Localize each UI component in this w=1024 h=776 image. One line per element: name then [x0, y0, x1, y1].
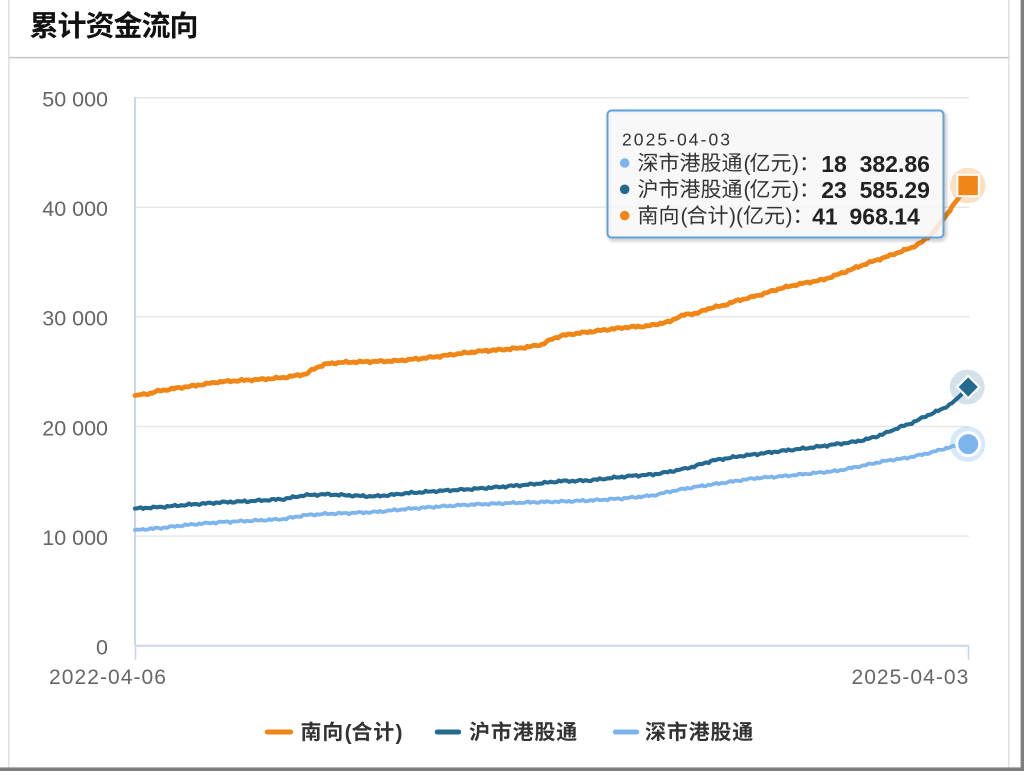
svg-text:23: 23 [821, 177, 847, 203]
svg-text:585.29: 585.29 [860, 177, 930, 203]
svg-text:968.14: 968.14 [850, 203, 921, 229]
svg-text:(: ( [345, 721, 352, 744]
svg-text:2025-04-03: 2025-04-03 [851, 666, 969, 689]
svg-text:2025-04-03: 2025-04-03 [622, 130, 732, 150]
svg-text:10 000: 10 000 [42, 526, 108, 550]
svg-text:382.86: 382.86 [860, 151, 930, 177]
svg-text:): ) [792, 152, 799, 175]
svg-text:41: 41 [812, 203, 838, 229]
svg-text:): ) [792, 179, 799, 202]
svg-text:30 000: 30 000 [42, 307, 108, 331]
svg-text:(: ( [744, 179, 751, 202]
svg-text:): ) [396, 721, 403, 744]
svg-text:50 000: 50 000 [42, 88, 108, 112]
svg-text:): ) [786, 205, 793, 228]
svg-text:40 000: 40 000 [42, 197, 108, 221]
svg-text:0: 0 [96, 636, 108, 660]
svg-text:)(: )( [729, 205, 743, 228]
svg-text:(: ( [744, 152, 751, 175]
svg-text:2022-04-06: 2022-04-06 [49, 666, 167, 689]
svg-text:20 000: 20 000 [42, 416, 108, 440]
svg-text:18: 18 [821, 151, 847, 177]
svg-text:(: ( [681, 205, 688, 228]
